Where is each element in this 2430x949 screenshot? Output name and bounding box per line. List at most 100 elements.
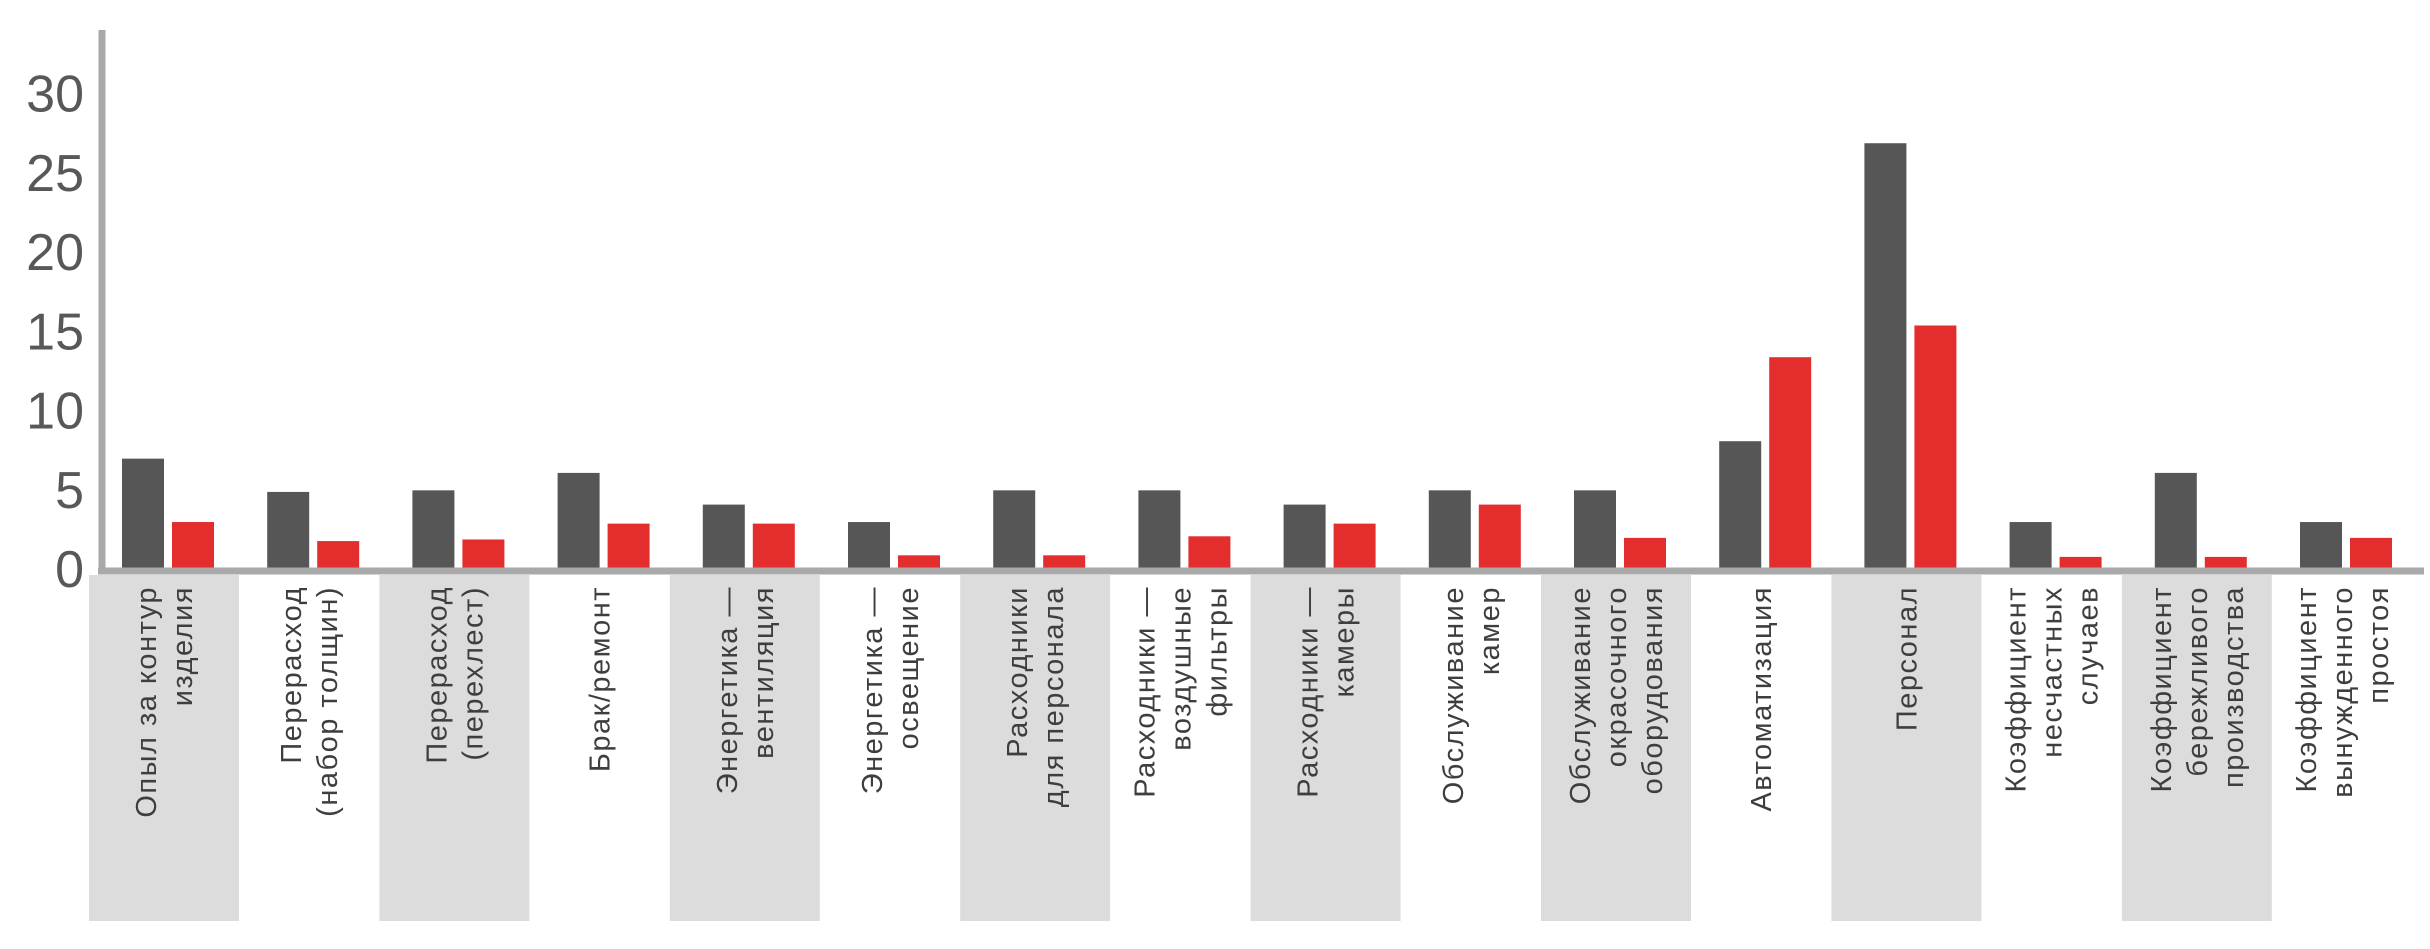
x-category-label: Энергетика — вентиляция [712,586,780,794]
category-band [379,575,530,921]
x-category-label-line: Обслуживание [1438,586,1470,804]
bar-series-dark [1574,490,1616,570]
y-tick-label: 15 [26,303,84,361]
bar-series-red [2059,556,2102,570]
x-category-label-line: воздушные [1165,586,1197,751]
x-category-label: Обслуживание окрасочного оборудования [1565,586,1669,804]
x-category-label: Энергетика — освещение [857,586,925,794]
x-category-label-line: несчастных [2037,586,2069,758]
x-category-label: Коэффициент бережливого производства [2146,586,2250,792]
bar-series-red [2350,537,2392,570]
x-category-label: Расходники — камеры [1293,586,1361,798]
x-category-label: Автоматизация [1746,586,1778,812]
bar-series-dark [1864,143,1907,570]
y-tick-label: 5 [55,462,84,520]
x-category-label-line: вентиляция [748,586,780,759]
category-band [1831,575,1982,921]
x-category-label-line: Коэффициент [2146,586,2178,792]
bar-series-dark [1283,504,1326,570]
x-category-label: Перерасход (перехлест) [421,586,489,764]
bar-series-dark [848,522,890,570]
category-band [89,575,239,921]
x-category-label: Брак/ремонт [585,586,617,772]
category-band [1541,575,1691,921]
bar-series-dark [2154,472,2197,570]
x-category-label-line: Брак/ремонт [585,586,617,772]
x-category-label-line: производства [2218,586,2250,788]
x-category-label-line: Коэффициент [2001,586,2033,792]
bar-series-dark [2009,522,2052,570]
x-category-label-line: освещение [893,586,925,749]
bar-series-red [462,539,505,570]
category-band [669,575,820,921]
bar-series-dark [2300,522,2342,570]
x-category-label-line: Коэффициент [2291,586,2323,792]
bar-series-red [1914,325,1957,570]
bar-series-red [752,523,795,570]
x-category-label-line: Расходники [1002,586,1034,758]
bar-series-red [607,523,650,570]
bar-series-red [317,541,360,570]
x-category-label-line: вынужденного [2327,586,2359,798]
x-category-label-line: изделия [167,586,199,706]
x-category-label-line: для персонала [1038,586,1070,807]
bar-series-dark [557,472,600,570]
x-category-label-line: Перерасход [276,586,308,764]
bar-series-red [1188,536,1231,570]
x-axis-category-labels: Опыл за контур изделия Перерасход (набор то… [131,586,2395,818]
x-category-label-line: фильтры [1201,586,1233,717]
x-category-label-line: Перерасход [421,586,453,764]
category-band [2121,575,2272,921]
bar-series-red [1043,555,1086,570]
x-category-label: Коэффициент вынужденного простоя [2291,586,2395,798]
x-category-label-line: камер [1474,586,1506,675]
x-category-label-line: Автоматизация [1746,586,1778,812]
x-category-label-line: оборудования [1637,586,1669,794]
x-category-label: Опыл за контур изделия [131,586,199,818]
bar-series-dark [1719,441,1762,570]
bar-series-dark [702,504,745,570]
axes [98,30,2424,575]
bar-series-red [1478,504,1521,570]
bar-series-red [172,522,214,570]
x-category-label: Персонал [1891,586,1923,731]
bar-series-red [1624,537,1666,570]
x-category-label-line: Расходники — [1129,586,1161,798]
bar-series-red [898,555,940,570]
x-category-label-line: Опыл за контур [131,586,163,818]
x-category-label-line: Энергетика — [712,586,744,794]
category-band [960,575,1111,921]
y-tick-label: 30 [26,66,84,124]
category-bands [89,575,2272,921]
x-category-label-line: случаев [2073,586,2105,705]
x-category-label-line: Персонал [1891,586,1923,731]
bars [122,143,2392,570]
x-category-label-line: простоя [2363,586,2395,704]
bar-series-dark [267,491,310,570]
category-band [1250,575,1401,921]
x-category-label: Обслуживание камер [1438,586,1506,804]
bar-series-red [1769,357,1812,570]
y-tick-label: 25 [26,145,84,203]
y-axis-tick-labels: 0 5 10 15 20 25 30 [26,66,84,600]
x-category-label-line: бережливого [2182,586,2214,777]
x-category-label-line: (перехлест) [457,586,489,761]
x-category-label-line: камеры [1329,586,1361,698]
x-category-label: Расходники для персонала [1002,586,1070,807]
bar-series-dark [122,458,164,570]
bar-series-dark [1138,490,1181,570]
bar-series-red [1333,523,1376,570]
y-tick-label: 10 [26,383,84,441]
bar-series-dark [993,490,1036,570]
bar-series-dark [1428,490,1471,570]
y-tick-label: 20 [26,224,84,282]
x-category-label: Расходники — воздушные фильтры [1129,586,1233,798]
x-category-label-line: Энергетика — [857,586,889,794]
y-tick-label: 0 [55,541,84,599]
x-category-label-line: окрасочного [1601,586,1633,767]
x-category-label: Перерасход (набор толщин) [276,586,344,817]
x-category-label-line: Расходники — [1293,586,1325,798]
bar-series-red [2204,556,2247,570]
x-category-label: Коэффициент несчастных случаев [2001,586,2105,792]
